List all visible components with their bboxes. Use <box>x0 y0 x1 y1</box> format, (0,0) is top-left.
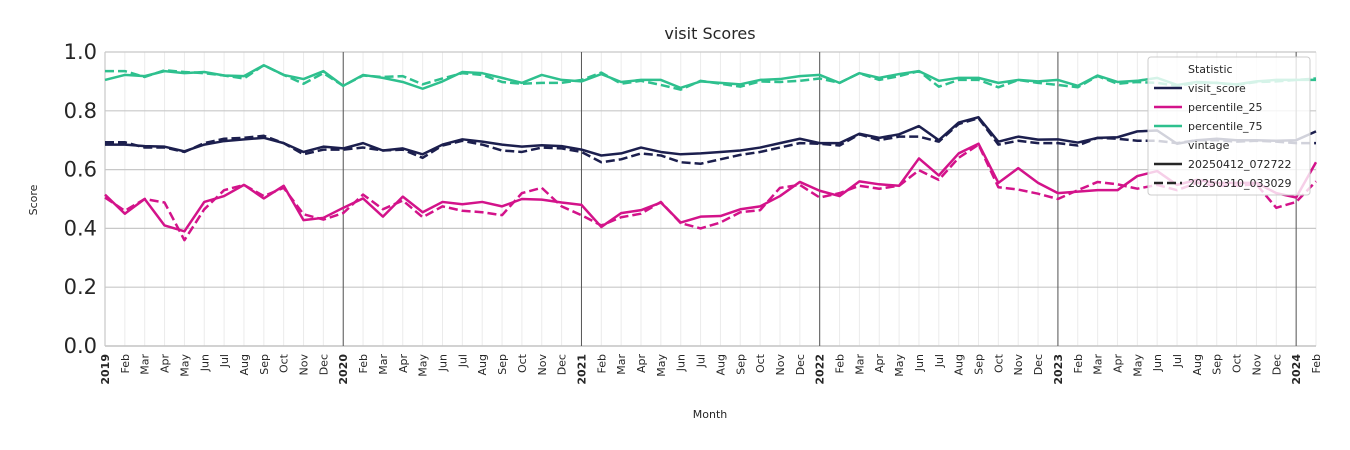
x-month-tick-label: Dec <box>794 354 807 375</box>
x-year-tick-label: 2019 <box>99 354 112 385</box>
legend: Statistic visit_score percentile_25percent… <box>1147 56 1311 196</box>
x-month-tick-label: Sep <box>258 354 271 375</box>
legend-entry-vintage-1: 20250412_072722 <box>1188 158 1291 171</box>
x-month-tick-label: Oct <box>754 353 767 373</box>
x-month-tick-label: Mar <box>377 354 390 375</box>
x-month-tick-label: Apr <box>635 354 648 374</box>
x-month-tick-label: Nov <box>536 354 549 376</box>
legend-entry-visit_score: visit_score <box>1188 82 1246 95</box>
y-axis: 0.0 0.2 0.4 0.6 0.8 1.0 <box>64 40 97 358</box>
x-month-tick-label: Jun <box>675 354 688 372</box>
x-month-tick-label: Mar <box>853 354 866 375</box>
x-year-tick-label: 2022 <box>814 354 827 385</box>
x-month-tick-label: Sep <box>734 354 747 375</box>
x-month-tick-label: Aug <box>238 354 251 375</box>
x-month-tick-label: Mar <box>615 354 628 375</box>
legend-entry-percentile_75: percentile_75 <box>1188 120 1263 133</box>
legend-title-statistic: Statistic <box>1188 63 1233 76</box>
x-month-tick-label: Feb <box>834 354 847 373</box>
series-line-percentile_75-20250310_033029 <box>105 63 1317 91</box>
x-month-tick-label: Nov <box>298 354 311 376</box>
x-year-tick-label: 2021 <box>575 354 588 385</box>
series-line-percentile_25-20250412_072722 <box>104 142 1318 233</box>
x-month-tick-label: Aug <box>953 354 966 375</box>
x-month-tick-label: Jun <box>436 354 449 372</box>
x-month-tick-label: Feb <box>1310 354 1323 373</box>
y-tick-label: 0.8 <box>64 99 97 123</box>
x-month-tick-label: Apr <box>873 354 886 374</box>
x-axis-label: Month <box>693 408 728 421</box>
x-month-tick-label: Aug <box>1191 354 1204 375</box>
x-month-tick-label: Nov <box>1012 354 1025 376</box>
y-tick-label: 0.4 <box>64 216 97 240</box>
x-month-tick-label: Apr <box>159 354 172 374</box>
x-month-tick-label: Jun <box>198 354 211 372</box>
x-month-tick-label: Jul <box>695 354 708 368</box>
x-month-tick-label: May <box>417 354 430 377</box>
chart-title: visit Scores <box>664 24 755 43</box>
x-month-tick-label: Apr <box>1111 354 1124 374</box>
legend-entry-percentile_25: percentile_25 <box>1188 101 1263 114</box>
grid <box>104 51 1317 347</box>
x-month-tick-label: Sep <box>496 354 509 375</box>
legend-box <box>1147 56 1311 196</box>
legend-title-vintage: vintage <box>1188 139 1230 152</box>
x-month-tick-label: Dec <box>1270 354 1283 375</box>
x-month-tick-label: Jul <box>218 354 231 368</box>
x-month-tick-label: Mar <box>1092 354 1105 375</box>
x-month-tick-label: Sep <box>973 354 986 375</box>
x-month-tick-label: Jul <box>933 354 946 368</box>
x-month-tick-label: Feb <box>595 354 608 373</box>
x-month-tick-label: Dec <box>1032 354 1045 375</box>
y-tick-label: 0.0 <box>64 334 97 358</box>
x-month-tick-label: Oct <box>1231 353 1244 373</box>
series-line-visit_score-20250412_072722 <box>105 116 1317 157</box>
legend-entry-vintage-2: 20250310_033029 <box>1188 177 1291 190</box>
series-line-percentile_25-20250310_033029 <box>104 143 1317 242</box>
x-month-tick-label: Aug <box>476 354 489 375</box>
x-month-tick-label: Aug <box>714 354 727 375</box>
x-year-tick-label: 2024 <box>1290 354 1303 385</box>
x-month-tick-label: Oct <box>516 353 529 373</box>
x-month-tick-label: Mar <box>139 354 152 375</box>
x-month-tick-label: Jun <box>1151 354 1164 372</box>
x-month-tick-label: Dec <box>556 354 569 375</box>
x-month-tick-label: May <box>655 354 668 377</box>
x-month-tick-label: Jul <box>456 354 469 368</box>
x-month-tick-label: Sep <box>1211 354 1224 375</box>
x-month-tick-label: May <box>178 354 191 377</box>
y-tick-label: 0.2 <box>64 275 97 299</box>
y-tick-label: 1.0 <box>64 40 97 64</box>
x-month-tick-label: Oct <box>278 353 291 373</box>
x-month-tick-label: Nov <box>774 354 787 376</box>
x-month-tick-label: Dec <box>317 354 330 375</box>
y-tick-label: 0.6 <box>64 158 97 182</box>
x-month-tick-label: Feb <box>357 354 370 373</box>
x-month-tick-label: Nov <box>1250 354 1263 376</box>
x-month-tick-label: May <box>1131 354 1144 377</box>
y-axis-label: Score <box>27 184 40 215</box>
x-month-tick-label: Feb <box>119 354 132 373</box>
series-line-visit_score-20250310_033029 <box>105 116 1316 165</box>
x-year-tick-label: 2023 <box>1052 354 1065 385</box>
series-layer <box>104 63 1318 242</box>
x-month-tick-label: Apr <box>397 354 410 374</box>
x-axis: 2019 Feb Mar Apr May Jun Jul Aug Sep Oct Nov Dec 202… <box>99 353 1323 384</box>
x-year-tick-label: 2020 <box>337 354 350 385</box>
x-month-tick-label: Jul <box>1171 354 1184 368</box>
x-month-tick-label: Jun <box>913 354 926 372</box>
x-month-tick-label: Feb <box>1072 354 1085 373</box>
x-month-tick-label: Oct <box>992 353 1005 373</box>
x-month-tick-label: May <box>893 354 906 377</box>
